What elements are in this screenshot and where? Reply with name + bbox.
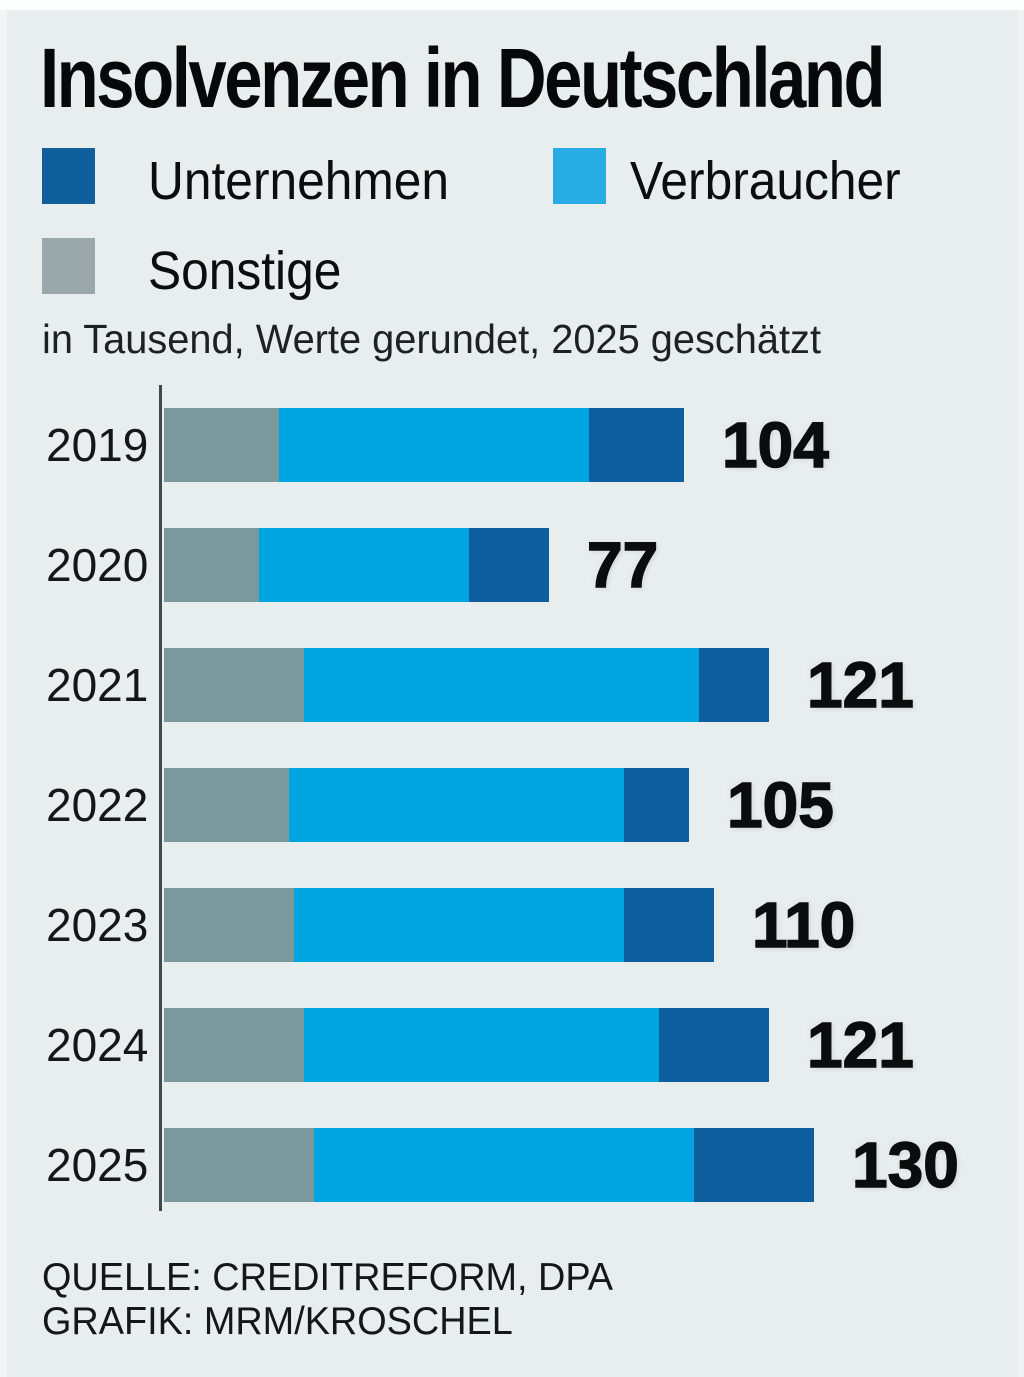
frame-left-edge [0,0,7,1377]
bar-segment-sonstige [164,768,289,842]
year-label: 2020 [46,539,149,591]
year-label: 2019 [46,419,149,471]
bar-row-2019: 2019 104 [0,408,1024,482]
bar-segment-unternehmen [469,528,549,602]
stacked-bar [164,528,549,602]
bar-row-2021: 2021 121 [0,648,1024,722]
bar-row-2023: 2023 110 [0,888,1024,962]
bar-segment-verbraucher [289,768,624,842]
bar-segment-sonstige [164,888,294,962]
source-line: QUELLE: CREDITREFORM, DPA [42,1256,614,1299]
legend-swatch-verbraucher [553,148,606,204]
y-axis-line [159,385,162,1211]
stacked-bar [164,1008,769,1082]
bar-segment-verbraucher [259,528,469,602]
legend-label-sonstige: Sonstige [148,241,342,301]
year-label: 2023 [46,899,149,951]
total-value-label: 104 [721,408,829,482]
bar-row-2022: 2022 105 [0,768,1024,842]
bar-segment-unternehmen [624,888,714,962]
bar-row-2020: 2020 77 [0,528,1024,602]
bar-segment-unternehmen [624,768,689,842]
bar-segment-sonstige [164,1128,314,1202]
bar-row-2024: 2024 121 [0,1008,1024,1082]
bar-segment-verbraucher [294,888,624,962]
frame-right-edge [1018,0,1024,1377]
legend-swatch-unternehmen [42,148,95,204]
legend-swatch-sonstige [42,238,95,294]
legend-label-unternehmen: Unternehmen [148,151,450,211]
bar-segment-unternehmen [589,408,684,482]
bar-segment-verbraucher [314,1128,694,1202]
stacked-bar [164,768,689,842]
total-value-label: 121 [806,1008,914,1082]
frame-top-edge [0,0,1024,10]
year-label: 2025 [46,1139,149,1191]
bar-segment-sonstige [164,1008,304,1082]
bar-row-2025: 2025 130 [0,1128,1024,1202]
bar-segment-sonstige [164,648,304,722]
credit-line: GRAFIK: MRM/KROSCHEL [42,1300,513,1343]
bar-segment-sonstige [164,528,259,602]
total-value-label: 121 [806,648,914,722]
chart-title: Insolvenzen in Deutschland [40,31,886,125]
bar-segment-unternehmen [659,1008,769,1082]
year-label: 2024 [46,1019,149,1071]
bar-segment-verbraucher [304,648,699,722]
year-label: 2022 [46,779,149,831]
bar-segment-verbraucher [279,408,589,482]
bar-segment-verbraucher [304,1008,659,1082]
total-value-label: 130 [851,1128,959,1202]
total-value-label: 77 [586,528,659,602]
year-label: 2021 [46,659,149,711]
stacked-bar [164,408,684,482]
total-value-label: 110 [751,888,856,962]
legend-label-verbraucher: Verbraucher [630,151,901,211]
chart-subtitle: in Tausend, Werte gerundet, 2025 geschät… [42,316,822,362]
stacked-bar [164,1128,814,1202]
bar-segment-unternehmen [699,648,769,722]
bar-segment-sonstige [164,408,279,482]
bar-segment-unternehmen [694,1128,814,1202]
stacked-bar [164,888,714,962]
stacked-bar [164,648,769,722]
total-value-label: 105 [726,768,834,842]
